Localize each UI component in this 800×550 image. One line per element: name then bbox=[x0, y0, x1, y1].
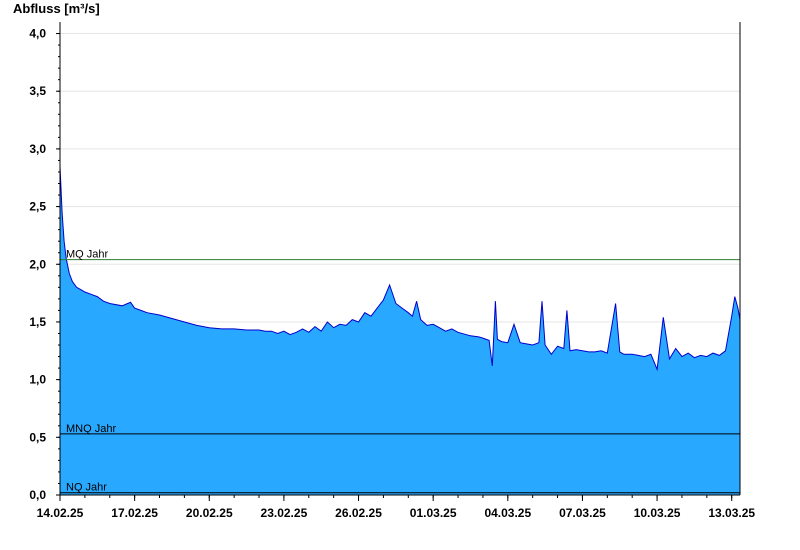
y-tick-label: 3,5 bbox=[29, 84, 46, 98]
reference-line-label: NQ Jahr bbox=[66, 482, 107, 494]
discharge-line bbox=[59, 166, 741, 372]
axes bbox=[56, 22, 741, 498]
y-tick-label: 2,0 bbox=[29, 257, 46, 271]
y-tick-label: 1,0 bbox=[29, 373, 46, 387]
y-tick-labels: 0,0 0,5 1,0 1,5 2,0 2,5 3,0 3,5 4,0 bbox=[29, 27, 46, 502]
x-tick-label: 13.03.25 bbox=[708, 506, 755, 520]
reference-line-label: MNQ Jahr bbox=[66, 423, 116, 435]
y-tick-label: 0,0 bbox=[29, 488, 46, 502]
x-tick-label: 10.03.25 bbox=[634, 506, 681, 520]
y-tick-label: 1,5 bbox=[29, 315, 46, 329]
discharge-area-series bbox=[59, 166, 741, 495]
y-axis-title: Abfluss [m³/s] bbox=[13, 1, 100, 16]
reference-line-label: MQ Jahr bbox=[66, 249, 109, 261]
x-tick-label: 20.02.25 bbox=[186, 506, 233, 520]
y-tick-label: 0,5 bbox=[29, 430, 46, 444]
x-tick-label: 26.02.25 bbox=[335, 506, 382, 520]
x-tick-labels: 14.02.25 17.02.25 20.02.25 23.02.25 26.02.25… bbox=[37, 495, 755, 520]
x-tick-label: 01.03.25 bbox=[410, 506, 457, 520]
y-tick-label: 3,0 bbox=[29, 142, 46, 156]
x-tick-label: 23.02.25 bbox=[261, 506, 308, 520]
discharge-area-fill bbox=[60, 166, 740, 495]
x-tick-label: 07.03.25 bbox=[559, 506, 606, 520]
y-tick-label: 4,0 bbox=[29, 27, 46, 41]
x-tick-label: 17.02.25 bbox=[111, 506, 158, 520]
x-tick-label: 04.03.25 bbox=[484, 506, 531, 520]
x-tick-label: 14.02.25 bbox=[37, 506, 84, 520]
reference-lines: MQ Jahr MNQ Jahr NQ Jahr bbox=[60, 249, 740, 494]
y-tick-label: 2,5 bbox=[29, 200, 46, 214]
